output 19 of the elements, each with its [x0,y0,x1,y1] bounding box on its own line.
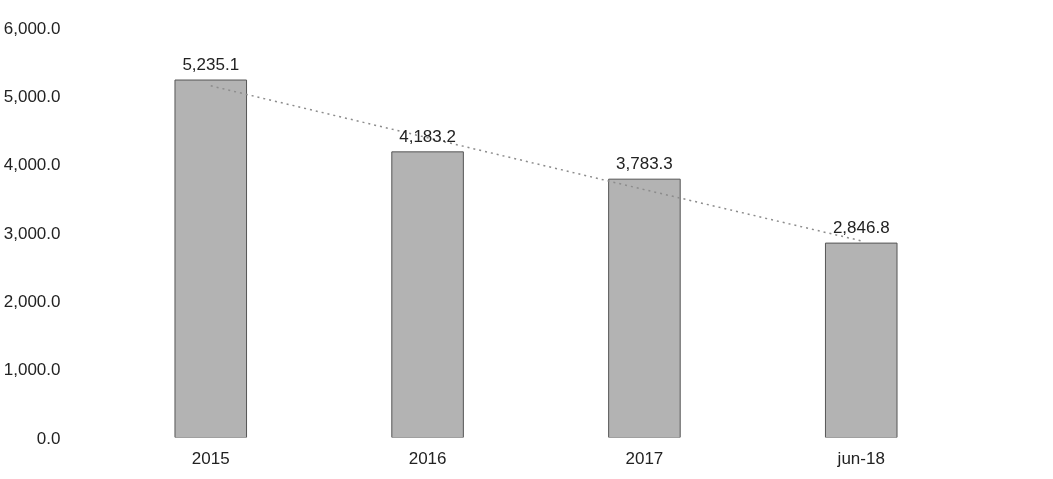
bar [824,242,898,438]
x-tick-label: 2016 [408,448,447,468]
text: 3,783.3 [616,154,673,174]
y-tick-label: 0.0 [36,428,61,448]
x-tick-label: jun-18 [836,448,885,468]
bar [174,79,248,438]
bar [608,178,681,438]
text: 2,846.8 [832,218,890,238]
y-tick-label: 2,000.0 [3,291,61,311]
x-tick-label: 2017 [625,448,664,468]
y-tick-label: 1,000.0 [3,360,61,380]
y-tick-label: 6,000.0 [3,18,61,38]
y-tick-label: 3,000.0 [3,223,61,243]
text: 5,235.1 [182,55,240,75]
text: 4,183.2 [399,126,456,146]
bar [391,151,464,438]
x-tick-label: 2015 [191,448,230,468]
y-tick-label: 4,000.0 [3,155,61,175]
y-tick-label: 5,000.0 [3,87,61,107]
